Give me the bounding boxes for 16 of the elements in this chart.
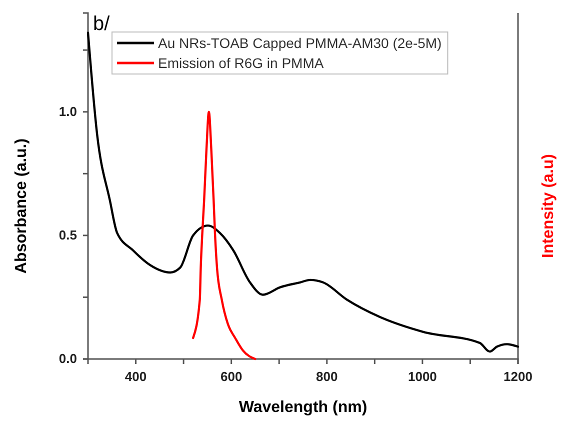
y-tick-label: 0.5 [58, 228, 77, 243]
x-tick-label: 1200 [504, 369, 532, 384]
line-series [192, 110, 256, 360]
line-series [86, 32, 520, 353]
x-axis-title: Wavelength (nm) [238, 399, 368, 416]
x-tick-label: 800 [316, 369, 338, 384]
y2-axis-title: Intensity (a.u) [540, 154, 557, 258]
y-axis-title: Absorbance (a.u.) [13, 138, 30, 274]
x-tick-label: 400 [124, 369, 147, 384]
x-tick-label: 600 [220, 369, 242, 384]
x-tick-label: 1000 [408, 369, 437, 384]
annotation: b/ [93, 13, 110, 35]
y-tick-label: 0.0 [58, 351, 77, 366]
legend-label: Au NRs-TOAB Capped PMMA-AM30 (2e-5M) [158, 35, 442, 51]
y-tick-label: 1.0 [58, 104, 77, 120]
legend-label: Emission of R6G in PMMA [158, 55, 324, 71]
